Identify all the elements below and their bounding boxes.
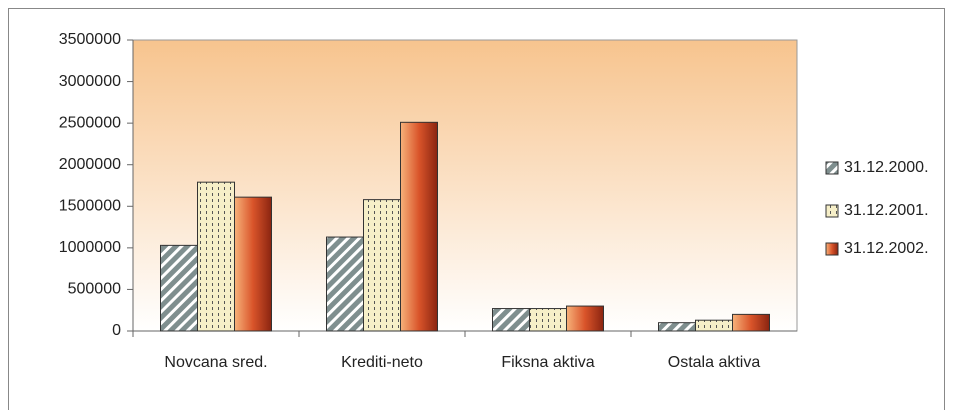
legend-label: 31.12.2002. — [844, 240, 929, 257]
legend-swatch — [825, 242, 839, 256]
x-tick-label: Krediti-neto — [341, 354, 423, 371]
bar — [234, 196, 272, 332]
bar — [326, 236, 364, 332]
x-tick-label: Ostala aktiva — [668, 354, 761, 371]
y-tick-label: 500000 — [68, 281, 121, 298]
y-tick-label: 3000000 — [59, 73, 121, 90]
bar — [732, 313, 770, 332]
bar — [160, 244, 198, 332]
y-tick-label: 1000000 — [59, 239, 121, 256]
bar — [529, 308, 567, 332]
y-tick-label: 2500000 — [59, 114, 121, 131]
y-tick-label: 3500000 — [59, 31, 121, 48]
x-tick-label: Novcana sred. — [164, 354, 267, 371]
legend-label: 31.12.2000. — [844, 159, 929, 176]
bar — [658, 322, 696, 332]
x-tick-label: Fiksna aktiva — [501, 354, 594, 371]
y-tick-label: 1500000 — [59, 198, 121, 215]
bar — [197, 181, 235, 332]
y-tick-label: 0 — [112, 322, 121, 339]
bar — [363, 199, 401, 332]
legend-label: 31.12.2001. — [844, 202, 929, 219]
legend-swatch — [825, 204, 839, 218]
legend-swatch — [825, 161, 839, 175]
bar — [695, 319, 733, 332]
bar — [400, 121, 438, 332]
bar — [492, 308, 530, 332]
bar — [566, 305, 604, 332]
y-tick-label: 2000000 — [59, 156, 121, 173]
